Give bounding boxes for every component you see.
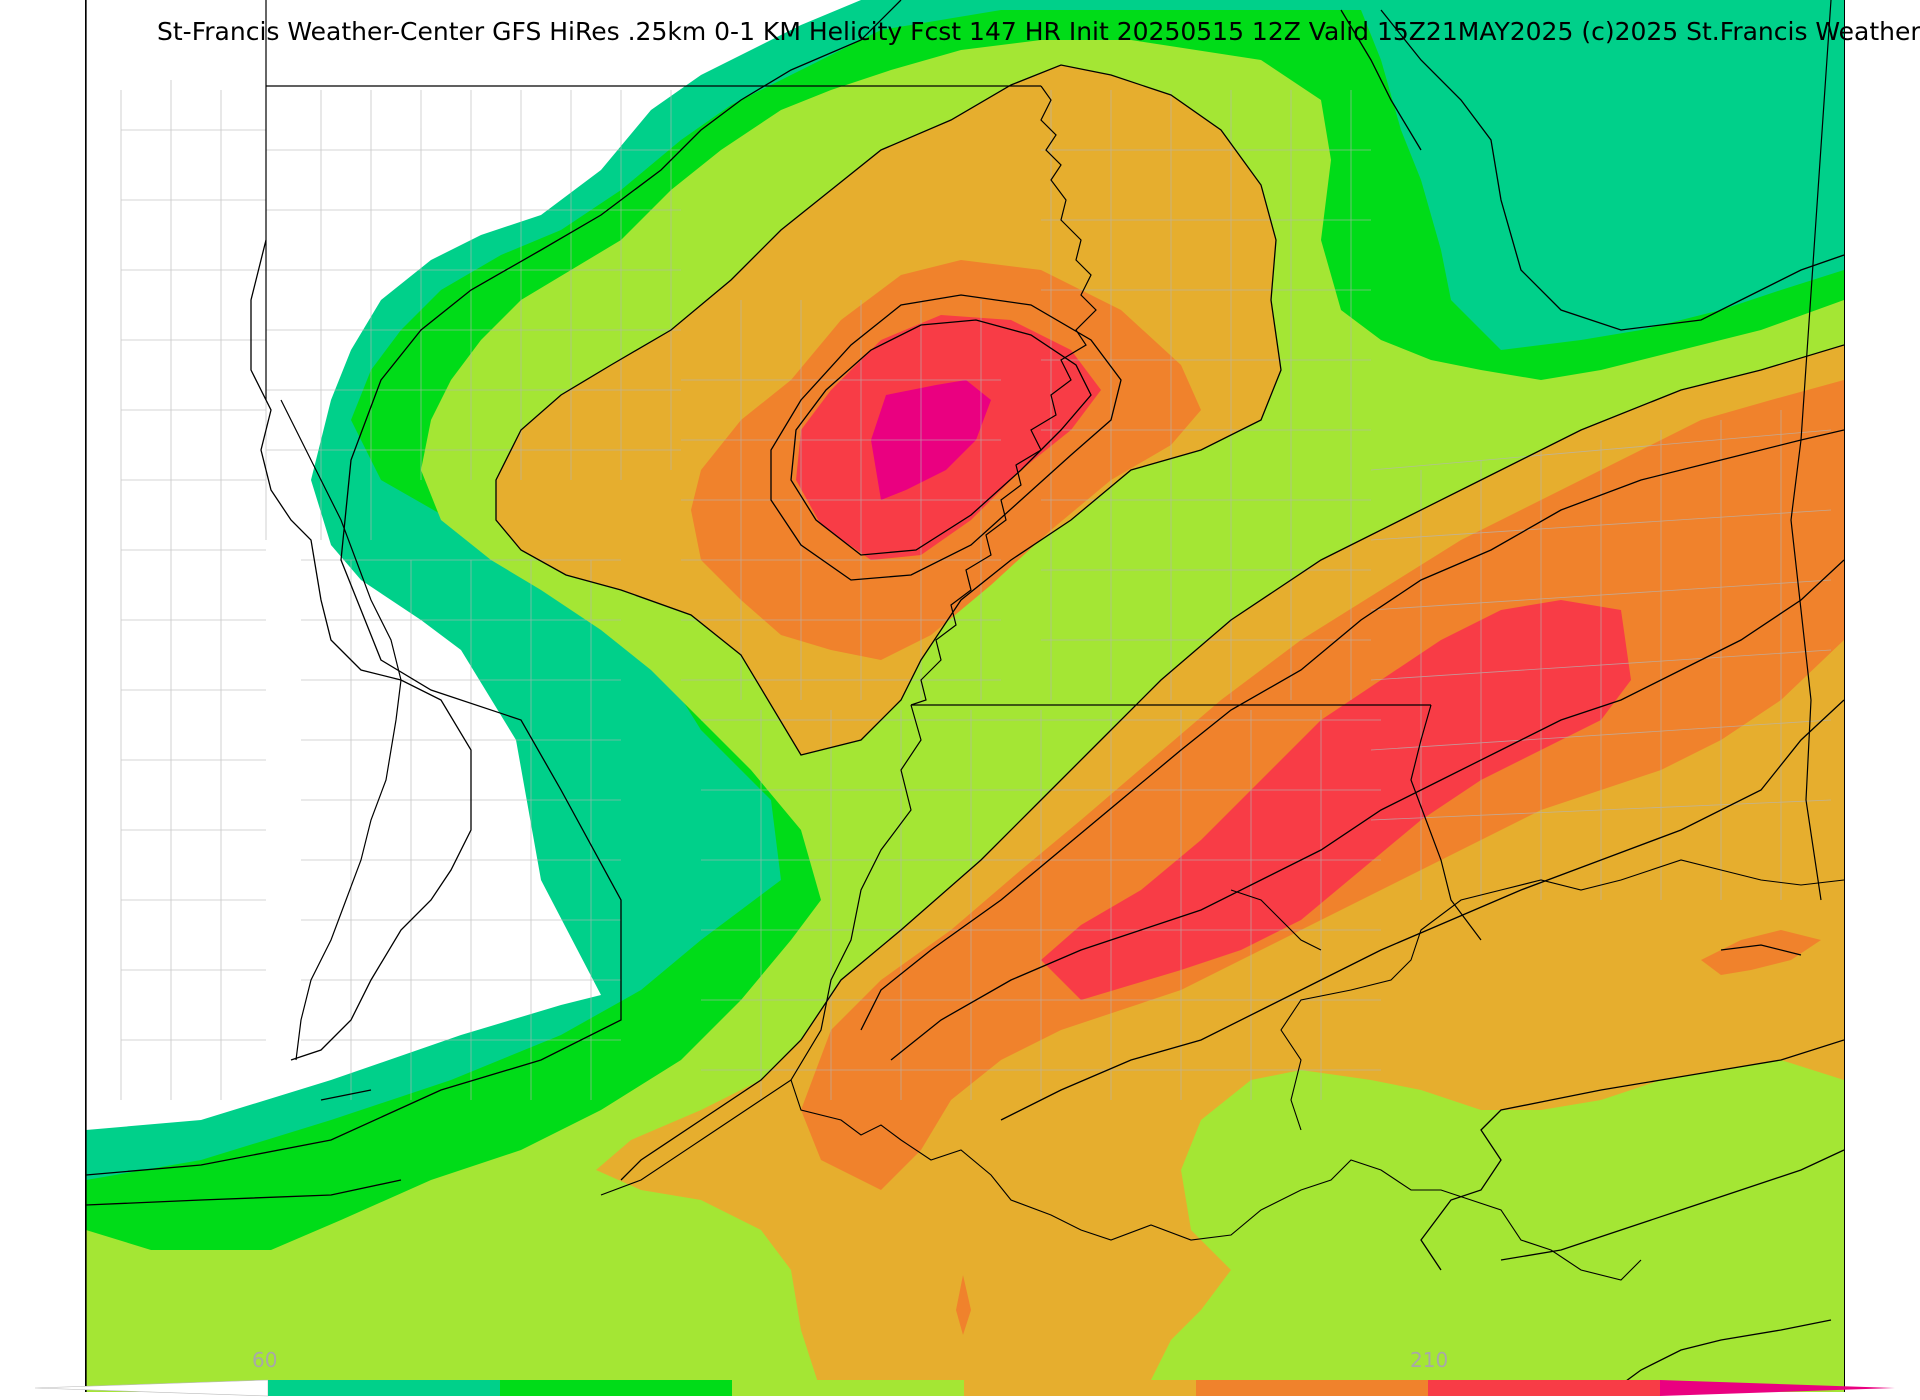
colorbar-segment-0	[34, 1379, 269, 1397]
map-title: St-Francis Weather-Center GFS HiRes .25k…	[157, 17, 1920, 46]
colorbar-segment-3	[732, 1380, 964, 1396]
colorbar-segment-6	[1428, 1380, 1660, 1396]
colorbar-tick-60: 60	[252, 1348, 278, 1372]
colorbar-segment-5	[1196, 1380, 1428, 1396]
colorbar	[34, 1379, 1895, 1397]
colorbar-segment-7	[1660, 1380, 1895, 1396]
colorbar-segment-4	[964, 1380, 1196, 1396]
county-lines	[120, 80, 1832, 1100]
contours	[86, 0, 1844, 1392]
colorbar-segment-1	[268, 1380, 500, 1396]
colorbar-segment-2	[500, 1380, 732, 1396]
state-borders	[265, 0, 1832, 1081]
coastline	[600, 859, 1844, 1281]
helicity-map	[86, 0, 1844, 1392]
colorbar-tick-210: 210	[1410, 1348, 1449, 1372]
map-frame	[85, 0, 1845, 1392]
